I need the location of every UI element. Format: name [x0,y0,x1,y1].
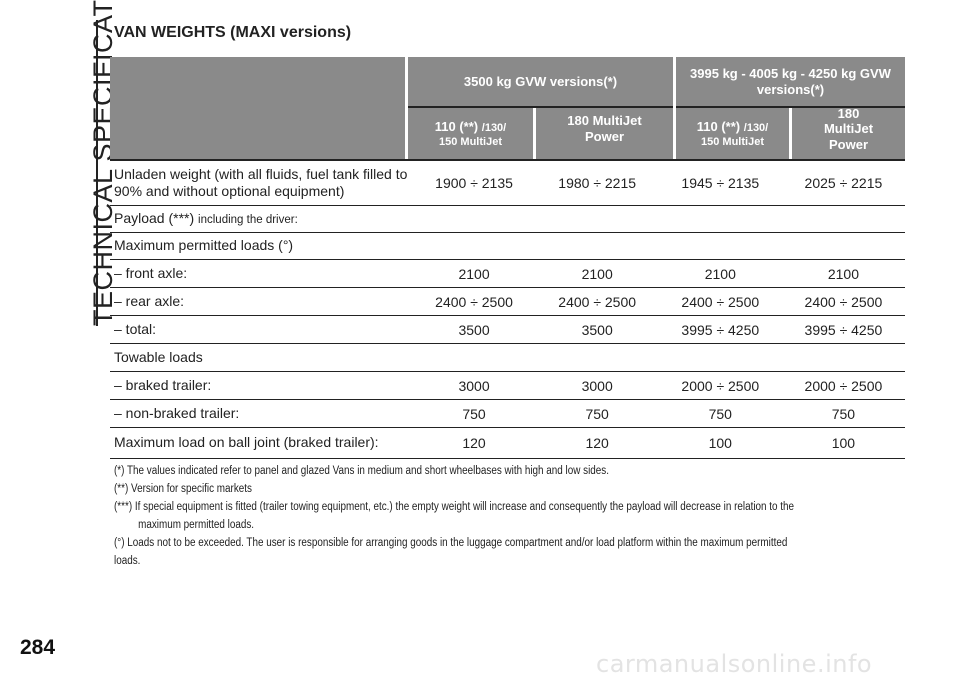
footnote: (*) The values indicated refer to panel … [114,465,609,477]
table-row: Towable loads [110,344,905,372]
van-weights-table: 3500 kg GVW versions(*) 3995 kg - 4005 k… [110,57,905,459]
row-label: – front axle: [114,264,188,281]
row-label: Maximum load on ball joint (braked trail… [114,434,379,451]
row-value: 2400 ÷ 2500 [558,293,637,310]
table-row: – front axle: 2100 2100 2100 2100 [110,260,905,288]
group-header-3500 [408,57,673,106]
col-header-4-label: 180 MultiJet Power [823,105,874,152]
row-label: – non-braked trailer: [114,404,240,421]
footnote: (**) Version for specific markets [114,483,252,495]
row-value: 2100 [704,265,736,282]
watermark: carmanualsonline.info [596,650,873,678]
table-row: Maximum load on ball joint (braked trail… [110,428,905,459]
row-value: 3995 ÷ 4250 [681,321,760,338]
row-value: 2400 ÷ 2500 [804,293,883,310]
row-label: – rear axle: [114,292,185,309]
row-label: Towable loads [114,348,203,365]
row-label: – total: [114,320,157,337]
row-label: – braked trailer: [114,376,212,393]
row-value: 2000 ÷ 2500 [804,377,883,394]
group-header-3995-label: 3995 kg - 4005 kg - 4250 kg GVW versions… [690,65,891,97]
group-header-3500-label: 3500 kg GVW versions(*) [463,73,618,89]
row-value: 2025 ÷ 2215 [804,175,883,191]
col-header-4 [792,108,905,159]
footnote: (***) If special equipment is fitted (tr… [114,501,795,513]
row-value: 2000 ÷ 2500 [681,377,760,394]
col-header-1 [408,108,533,159]
page-number: 284 [20,636,56,659]
row-value: 750 [831,405,856,422]
col-header-3-label: 110 (**) /130/ 150 MultiJet [696,119,769,148]
row-value: 2100 [581,265,613,282]
col-header-3 [676,108,789,159]
col-header-2 [536,108,673,159]
table-row: – rear axle: 2400 ÷ 2500 2400 ÷ 2500 240… [110,288,905,316]
row-value: 3995 ÷ 4250 [804,321,883,338]
row-value: 120 [585,435,609,451]
row-value: 3500 [458,321,490,338]
row-value: 2400 ÷ 2500 [681,293,760,310]
footnotes: (*) The values indicated refer to panel … [114,462,802,570]
row-value: 1900 ÷ 2135 [435,175,513,191]
row-value: 3000 [581,377,613,394]
table-row: – total: 3500 3500 3995 ÷ 4250 3995 ÷ 42… [110,316,905,344]
group-rule-3500 [408,106,673,108]
row-value: 3500 [581,321,613,338]
row-value: 120 [462,435,486,451]
row-value: 3000 [458,377,490,394]
row-value: 2100 [827,265,859,282]
row-label: Payload (***) including the driver: [114,210,298,227]
footnote: (°) Loads not to be exceeded. The user i… [114,537,788,567]
table-row: Maximum permitted loads (°) [110,233,905,260]
row-value: 1980 ÷ 2215 [558,175,637,191]
table-row: – non-braked trailer: 750 750 750 750 [110,400,905,428]
row-value: 2100 [458,265,490,282]
header-empty-cell [110,57,405,159]
table-row: Payload (***) including the driver: [110,206,905,233]
table-row: – braked trailer: 3000 3000 2000 ÷ 2500 … [110,372,905,400]
row-value: 100 [831,435,856,451]
table-header: 3500 kg GVW versions(*) 3995 kg - 4005 k… [110,57,905,159]
col-header-1-label: 110 (**) /130/ 150 MultiJet [434,119,507,148]
row-label: Maximum permitted loads (°) [114,237,294,254]
group-rule-3995 [676,106,905,108]
row-label: Unladen weight (with all fluids, fuel ta… [114,165,408,200]
table-body: Unladen weight (with all fluids, fuel ta… [110,159,905,459]
row-value: 2400 ÷ 2500 [435,293,513,310]
row-value: 750 [462,405,486,422]
row-value: 100 [708,435,732,451]
table-row: Unladen weight (with all fluids, fuel ta… [110,161,905,206]
row-value: 1945 ÷ 2135 [681,175,760,191]
side-rule [96,20,98,326]
row-value: 750 [708,405,732,422]
row-value: 750 [585,405,609,422]
footnote-continuation: maximum permitted loads. [138,519,255,531]
col-header-2-label: 180 MultiJet Power [567,113,642,144]
page-title: VAN WEIGHTS (MAXI versions) [114,24,352,41]
group-header-3995 [676,57,905,106]
